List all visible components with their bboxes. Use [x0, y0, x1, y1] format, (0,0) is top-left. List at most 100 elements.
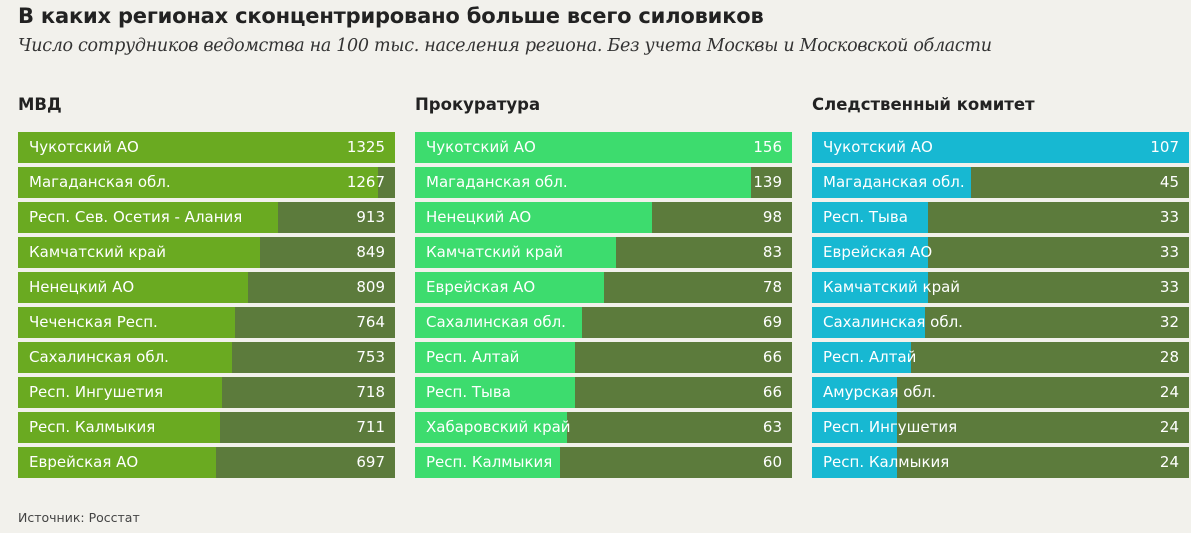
bar-value: 753: [356, 348, 385, 366]
bar-row: Респ. Калмыкия 24: [812, 447, 1189, 478]
bar-chart: Чукотский АО 1325 Магаданская обл. 1267 Респ…: [18, 132, 395, 482]
bar: [415, 132, 792, 163]
bar-label: Респ. Калмыкия: [823, 453, 950, 471]
bar-row: Сахалинская обл. 69: [415, 307, 792, 338]
panel-prokuratura: Прокуратура Чукотский АО 156 Магаданская о…: [415, 92, 792, 478]
bar-label: Респ. Тыва: [823, 208, 908, 226]
bar: [812, 132, 1189, 163]
bar-value: 24: [1159, 453, 1179, 471]
bar-row: Сахалинская обл. 753: [18, 342, 395, 373]
bar-label: Камчатский край: [426, 243, 564, 261]
bar-value: 913: [356, 208, 385, 226]
bar-label: Респ. Сев. Осетия - Алания: [29, 208, 243, 226]
bar: [812, 447, 897, 478]
bar-label: Сахалинская обл.: [29, 348, 169, 366]
bar: [415, 237, 616, 268]
bar-value: 83: [762, 243, 782, 261]
bar-row: Респ. Калмыкия 711: [18, 412, 395, 443]
bar-value: 66: [762, 348, 782, 366]
bar-row: Еврейская АО 697: [18, 447, 395, 478]
chart-subtitle: Число сотрудников ведомства на 100 тыс. …: [18, 36, 992, 56]
bar-row: Камчатский край 83: [415, 237, 792, 268]
panel-sk: Следственный комитет Чукотский АО 107 Мага…: [812, 92, 1189, 478]
bar: [415, 342, 575, 373]
bar-label: Сахалинская обл.: [426, 313, 566, 331]
bar-label: Магаданская обл.: [29, 173, 171, 191]
bar-label: Респ. Ингушетия: [29, 383, 164, 401]
bar-label: Респ. Калмыкия: [29, 418, 156, 436]
bar-row: Камчатский край 849: [18, 237, 395, 268]
bar-value: 718: [356, 383, 385, 401]
bar-row: Еврейская АО 78: [415, 272, 792, 303]
bar-label: Чеченская Респ.: [29, 313, 158, 331]
bar-value: 24: [1159, 418, 1179, 436]
bar-row: Сахалинская обл. 32: [812, 307, 1189, 338]
bar-value: 139: [753, 173, 782, 191]
bar: [18, 272, 248, 303]
bar-label: Респ. Калмыкия: [426, 453, 553, 471]
chart-title: В каких регионах сконцентрировано больше…: [18, 4, 764, 28]
bar-row: Хабаровский край 63: [415, 412, 792, 443]
bar-label: Чукотский АО: [823, 138, 933, 156]
bar: [18, 447, 216, 478]
bar-value: 156: [753, 138, 782, 156]
bar: [415, 272, 604, 303]
bar: [812, 377, 897, 408]
bar-value: 69: [762, 313, 782, 331]
bar: [812, 272, 928, 303]
bar-value: 697: [356, 453, 385, 471]
panel-title: Следственный комитет: [812, 95, 1035, 114]
bar-row: Респ. Ингушетия 24: [812, 412, 1189, 443]
source-note: Источник: Росстат: [18, 510, 140, 525]
bar: [18, 307, 235, 338]
bar-label: Респ. Алтай: [426, 348, 520, 366]
bar: [18, 377, 222, 408]
bar-value: 711: [356, 418, 385, 436]
bar: [415, 447, 560, 478]
bar: [18, 237, 260, 268]
bar-value: 78: [762, 278, 782, 296]
bar-value: 1267: [346, 173, 385, 191]
bar-value: 45: [1159, 173, 1179, 191]
bar: [415, 307, 582, 338]
bar-row: Амурская обл. 24: [812, 377, 1189, 408]
bar-label: Хабаровский край: [426, 418, 571, 436]
bar-row: Респ. Сев. Осетия - Алания 913: [18, 202, 395, 233]
bar-row: Камчатский край 33: [812, 272, 1189, 303]
bar-value: 66: [762, 383, 782, 401]
bar-label: Сахалинская обл.: [823, 313, 963, 331]
bar-label: Магаданская обл.: [426, 173, 568, 191]
bar-row: Чукотский АО 1325: [18, 132, 395, 163]
bar-row: Ненецкий АО 809: [18, 272, 395, 303]
bar: [415, 202, 652, 233]
bar: [415, 167, 751, 198]
bar: [812, 202, 928, 233]
bar-label: Еврейская АО: [426, 278, 536, 296]
panel-title: Прокуратура: [415, 95, 541, 114]
bar-row: Респ. Калмыкия 60: [415, 447, 792, 478]
bar: [812, 237, 928, 268]
bar-label: Амурская обл.: [823, 383, 937, 401]
bar-value: 33: [1159, 208, 1179, 226]
bar-row: Респ. Тыва 66: [415, 377, 792, 408]
panel-title: МВД: [18, 95, 62, 114]
bar-row: Чеченская Респ. 764: [18, 307, 395, 338]
bar-row: Ненецкий АО 98: [415, 202, 792, 233]
bar-row: Магаданская обл. 139: [415, 167, 792, 198]
bar-label: Еврейская АО: [29, 453, 139, 471]
bar: [415, 377, 575, 408]
bar-label: Еврейская АО: [823, 243, 933, 261]
bar-label: Ненецкий АО: [426, 208, 532, 226]
bar: [18, 167, 378, 198]
bar: [812, 307, 925, 338]
bar-value: 28: [1159, 348, 1179, 366]
bar-value: 32: [1159, 313, 1179, 331]
bar-value: 849: [356, 243, 385, 261]
bar: [18, 342, 232, 373]
bar-value: 24: [1159, 383, 1179, 401]
bar-row: Чукотский АО 156: [415, 132, 792, 163]
bar-label: Респ. Тыва: [426, 383, 511, 401]
bar-value: 764: [356, 313, 385, 331]
bar-chart: Чукотский АО 156 Магаданская обл. 139 Ненецк…: [415, 132, 792, 482]
bar-value: 98: [762, 208, 782, 226]
